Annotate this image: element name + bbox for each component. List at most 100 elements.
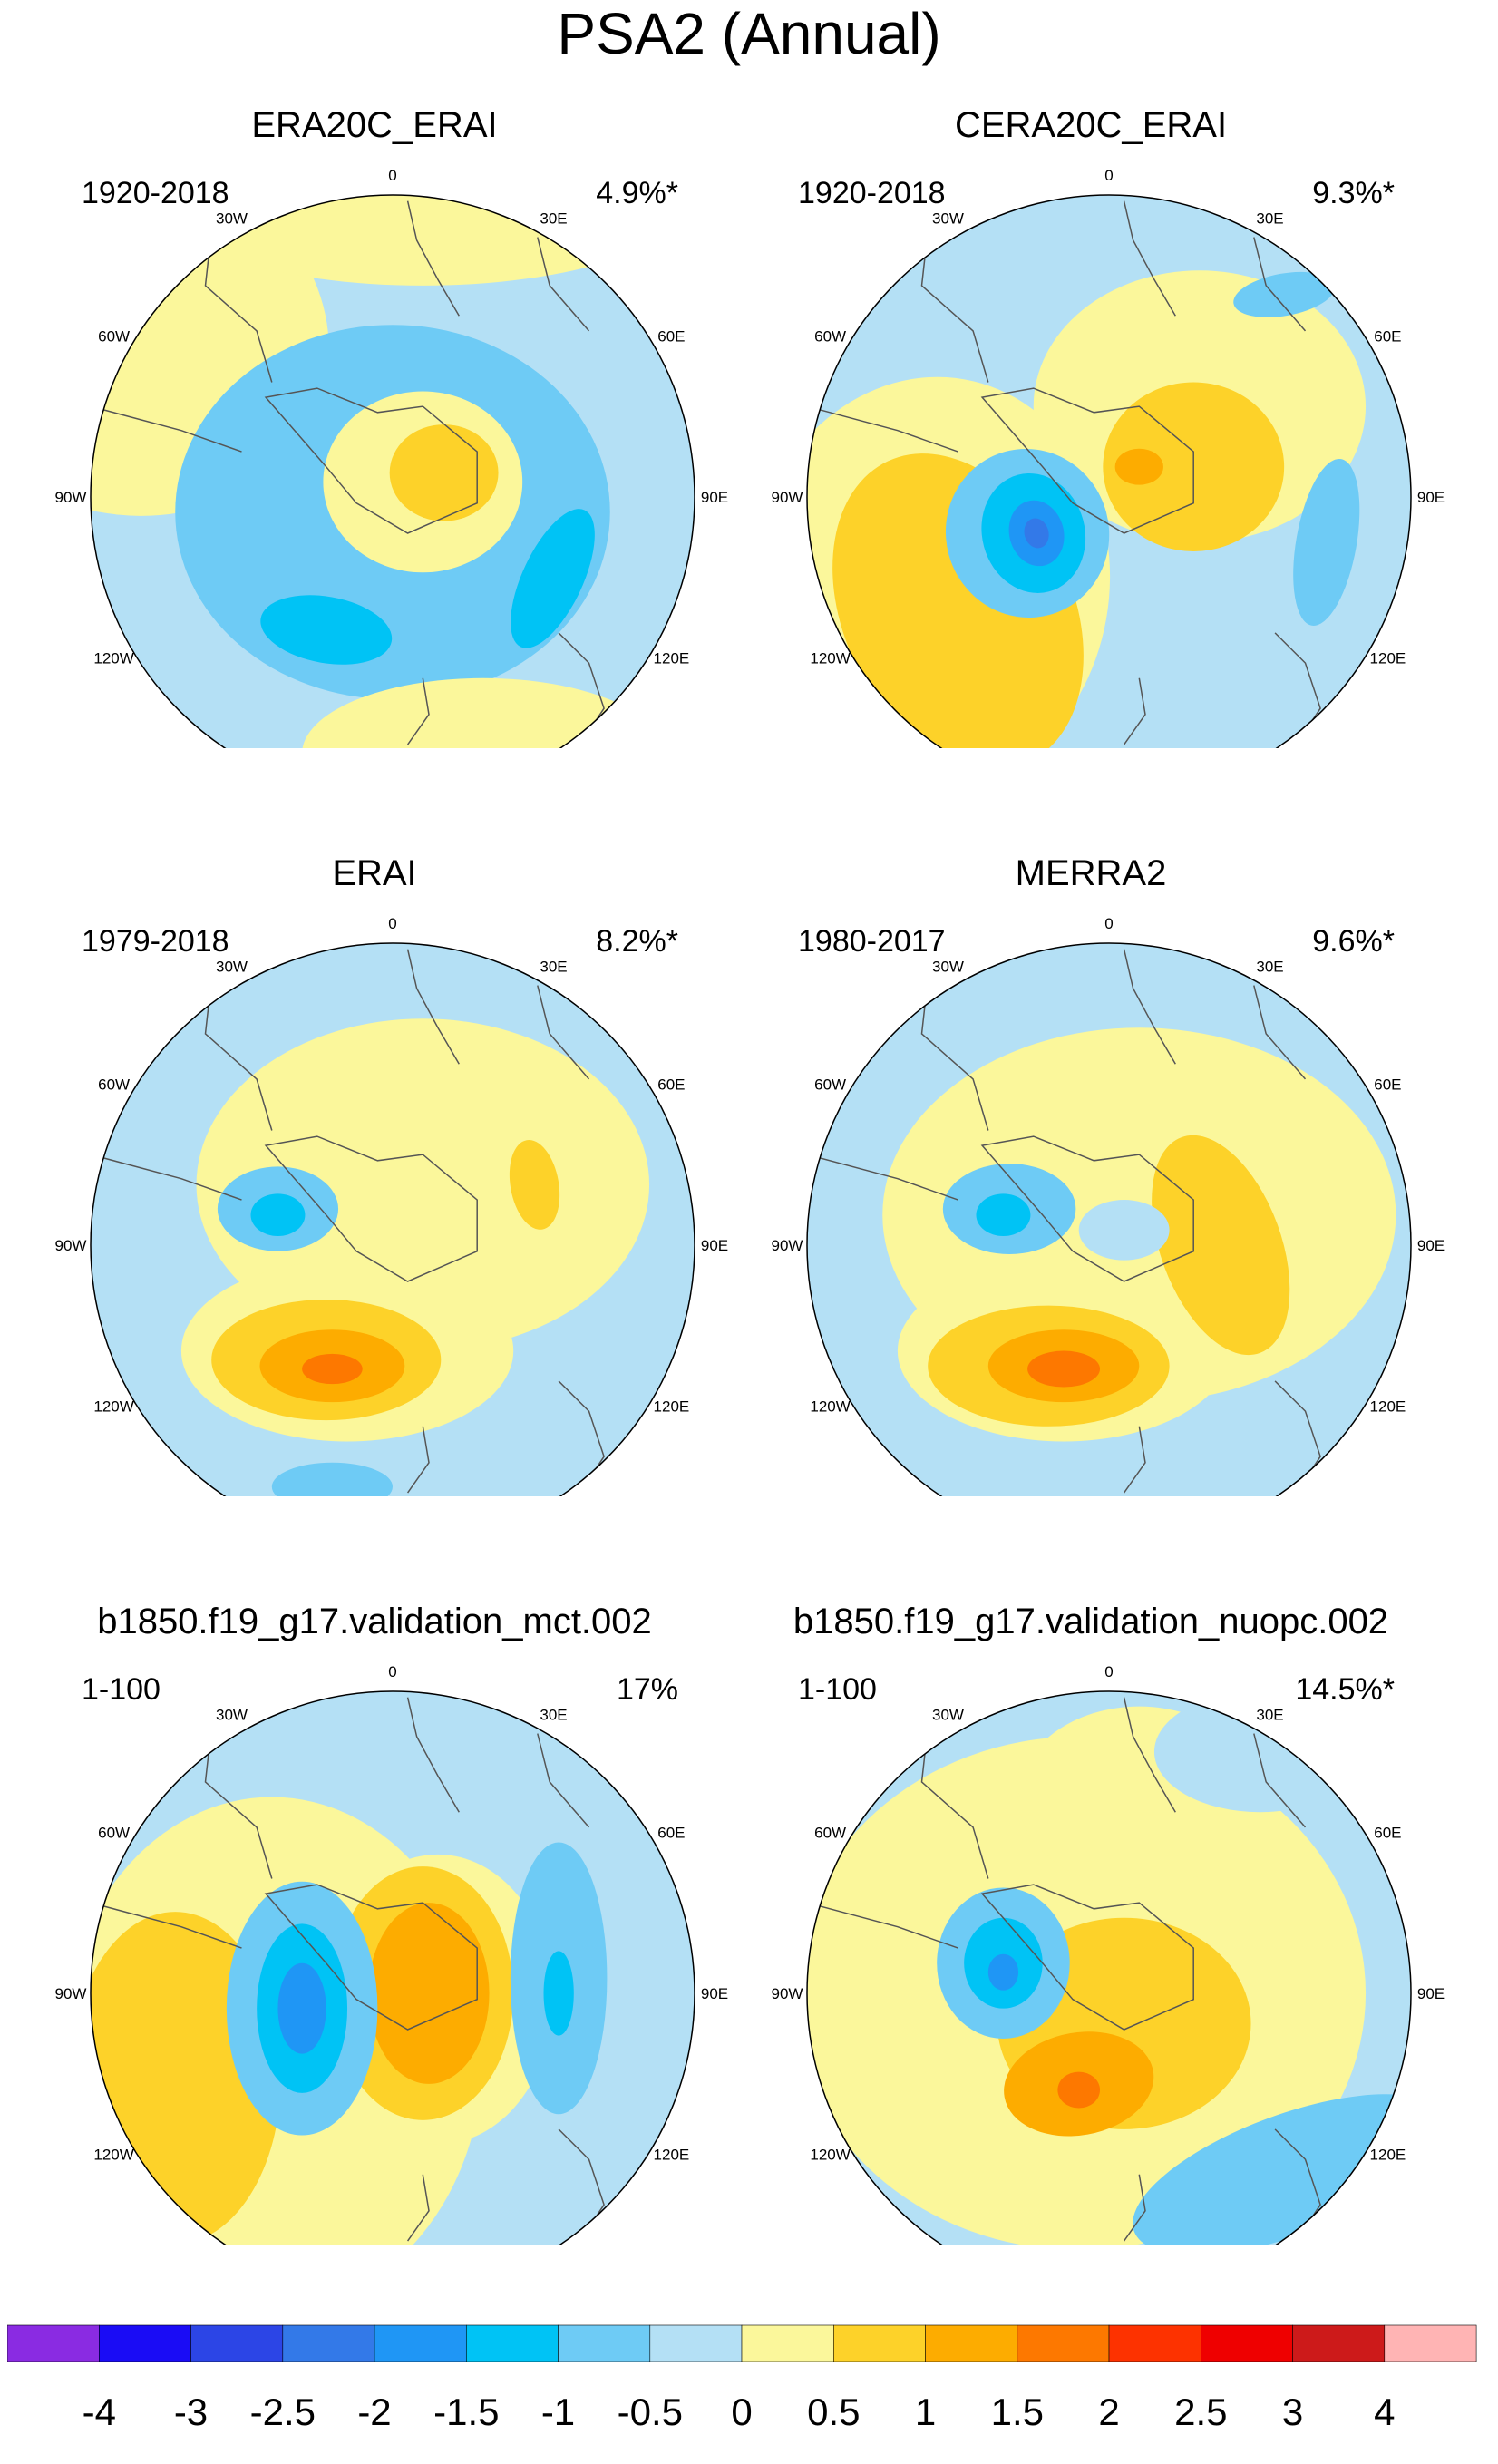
longitude-label: 90E [1417,1237,1444,1254]
longitude-label: 30W [216,959,248,976]
polar-map: 030E60E90E120E150E180150W120W90W60W30W [772,915,1444,1496]
longitude-label: 120W [810,1398,850,1416]
contour-region [543,1951,574,2036]
colorbar-tick-label: 4 [1374,2391,1395,2433]
longitude-label: 30E [1256,1707,1283,1724]
colorbar-swatch [99,2324,191,2362]
longitude-label: 120W [93,2147,133,2164]
colorbar-swatch [1201,2324,1293,2362]
coastline [980,1884,1194,2031]
coastline [980,1135,1194,1282]
colorbar-tick-label: 0 [731,2391,752,2433]
longitude-label: 0 [1104,915,1113,932]
map-border [90,942,696,1496]
colorbar-tick-label: 0.5 [807,2391,860,2433]
coastline [1123,1697,1176,1813]
longitude-label: 0 [388,167,396,184]
contour-region [1027,1350,1101,1388]
panel-variance-pct: 17% [616,1672,678,1707]
coastline [807,1154,958,1201]
longitude-label: 120E [654,1398,690,1416]
longitude-label: 60W [814,1076,846,1094]
coastline [406,200,460,317]
longitude-label: 30E [540,1707,567,1724]
colorbar-swatch [282,2324,375,2362]
contour-region [302,677,665,748]
colorbar-tick-label: -2.5 [250,2391,316,2433]
map-border [806,942,1412,1496]
coastline [537,985,590,1080]
panel-period: 1920-2018 [82,176,229,210]
panel-variance-pct: 14.5%* [1295,1672,1395,1707]
panel-period: 1979-2018 [82,924,229,959]
polar-map: 030E60E90E120E150E180150W120W90W60W30W [772,167,1444,748]
longitude-label: 60W [98,1076,130,1094]
panel-variance-pct: 9.3%* [1312,176,1395,210]
longitude-label: 30W [932,210,964,228]
colorbar-tick-label: -3 [174,2391,208,2433]
panel-period: 1920-2018 [798,176,946,210]
polar-map: 030E60E90E120E150E180150W120W90W60W30W [772,1663,1444,2245]
longitude-label: 120E [654,2147,690,2164]
map-panel: CERA20C_ERAI 1920-2018 9.3%* 0 30E 60E 90E 120E… [716,0,1465,748]
panel-title: ERAI [332,853,417,893]
colorbar-tick-label: 1.5 [991,2391,1044,2433]
contour-region [1114,448,1163,485]
longitude-label: 90W [772,489,803,506]
colorbar-swatch [374,2324,467,2362]
polar-map: 030E60E90E120E150E180150W120W90W60W30W [55,167,728,748]
colorbar-tick-label: 1 [915,2391,936,2433]
longitude-label: 60E [1374,1076,1401,1094]
longitude-label: 90E [701,1237,728,1254]
panel-variance-pct: 9.6%* [1312,924,1395,959]
longitude-label: 90W [55,1237,87,1254]
colorbar: -4 -3 -2.5 -2 -1.5 -1 -0.5 0 0.5 1 1.5 2 2.5 3 4 [7,2324,1477,2433]
panel-title: ERA20C_ERAI [251,105,498,145]
colorbar-swatch [649,2324,743,2362]
coastline [406,677,430,745]
colorbar-tick-label: 2 [1098,2391,1119,2433]
map-border [806,1690,1412,2245]
map-panel: ERAI1979-20188.2%*030E60E90E120E150E1801… [0,748,749,1496]
colorbar-tick-label: -1 [541,2391,575,2433]
longitude-label: 60W [98,328,130,346]
longitude-label: 90E [1417,1985,1444,2002]
colorbar-swatch [558,2324,651,2362]
colorbar-swatch [1292,2324,1386,2362]
contour-region [987,1953,1019,1991]
coastline [1123,1426,1146,1494]
coastline [1123,677,1146,745]
longitude-label: 0 [388,915,396,932]
longitude-label: 30E [1256,959,1283,976]
longitude-label: 120W [810,2147,850,2164]
colorbar-swatch [832,2324,926,2362]
longitude-label: 120E [1370,1398,1406,1416]
coastline [1123,200,1176,317]
coastline [91,1154,242,1201]
contour-region [368,1903,490,2084]
coastline [91,1902,242,1949]
contour-region [1133,2094,1411,2245]
longitude-label: 60E [657,1825,685,1842]
contour-region [277,1962,326,2054]
contour-region [271,1462,393,1496]
map-panel: MERRA21980-20179.6%*030E60E90E120E150E18… [716,748,1465,1496]
contour-region [511,509,595,648]
polar-map: 030E60E90E120E150E180150W120W90W60W30W [55,1663,728,2245]
panel-title: b1850.f19_g17.validation_nuopc.002 [793,1602,1389,1641]
coastline [807,405,958,453]
contour-region [1057,2071,1101,2109]
coastline [1123,949,1176,1065]
longitude-label: 60E [657,328,685,346]
contour-region [151,195,695,286]
colorbar-tick-label: -0.5 [618,2391,683,2433]
contour-region [509,1139,560,1230]
map-border [806,194,1412,748]
coastline [1253,1733,1307,1828]
colorbar-swatch [190,2324,284,2362]
longitude-label: 30W [932,959,964,976]
longitude-label: 90E [1417,489,1444,506]
contour-region [302,1353,363,1385]
colorbar-tick-label: -4 [83,2391,116,2433]
panel-variance-pct: 4.9%* [596,176,678,210]
